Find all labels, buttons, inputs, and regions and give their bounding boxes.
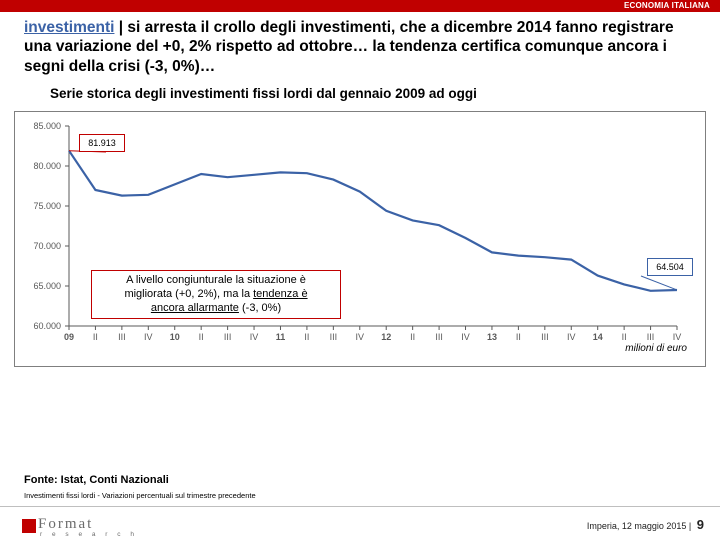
svg-text:III: III [647, 332, 655, 342]
svg-text:IV: IV [356, 332, 365, 342]
svg-text:III: III [330, 332, 338, 342]
source-text: Fonte: Istat, Conti Nazionali [24, 474, 169, 486]
svg-text:III: III [541, 332, 549, 342]
svg-text:III: III [224, 332, 232, 342]
logo: Format r e s e a r c h [22, 515, 138, 538]
svg-text:60.000: 60.000 [33, 321, 61, 331]
chart-subtitle: Serie storica degli investimenti fissi l… [0, 76, 720, 107]
headline: investimenti | si arresta il crollo degl… [0, 12, 720, 76]
line-chart: 60.000 65.000 70.000 75.000 80.000 85.000 09 II… [21, 120, 693, 360]
svg-text:65.000: 65.000 [33, 281, 61, 291]
svg-text:II: II [199, 332, 204, 342]
logo-sub: r e s e a r c h [40, 531, 138, 538]
svg-text:II: II [93, 332, 98, 342]
svg-text:IV: IV [144, 332, 153, 342]
callout-start-label: 81.913 [88, 138, 116, 148]
callout-end-label: 64.504 [656, 262, 684, 272]
svg-text:IV: IV [250, 332, 259, 342]
svg-text:75.000: 75.000 [33, 201, 61, 211]
footer-meta: Imperia, 12 maggio 2015 | 9 [587, 517, 704, 532]
svg-text:II: II [516, 332, 521, 342]
header-bar: ECONOMIA ITALIANA [0, 0, 720, 12]
svg-text:IV: IV [461, 332, 470, 342]
svg-text:85.000: 85.000 [33, 121, 61, 131]
chart-container: 60.000 65.000 70.000 75.000 80.000 85.000 09 II… [14, 111, 706, 367]
svg-text:10: 10 [170, 332, 180, 342]
svg-text:II: II [410, 332, 415, 342]
callout-end: 64.504 [647, 258, 693, 276]
footnote-text: Investimenti fissi lordi - Variazioni pe… [24, 491, 256, 500]
footer: Format r e s e a r c h Imperia, 12 maggi… [0, 506, 720, 540]
footer-place-date: Imperia, 12 maggio 2015 [587, 521, 687, 531]
svg-text:IV: IV [673, 332, 682, 342]
svg-text:III: III [118, 332, 126, 342]
svg-text:II: II [304, 332, 309, 342]
footer-sep: | [686, 521, 693, 531]
callout-annotation: A livello congiunturale la situazione èm… [91, 270, 341, 319]
svg-text:IV: IV [567, 332, 576, 342]
svg-text:09: 09 [64, 332, 74, 342]
svg-text:12: 12 [381, 332, 391, 342]
svg-text:80.000: 80.000 [33, 161, 61, 171]
chart-area: 60.000 65.000 70.000 75.000 80.000 85.000 09 II… [21, 120, 699, 360]
headline-lead: investimenti [24, 19, 114, 36]
headline-sep: | [114, 19, 127, 36]
logo-square-icon [22, 519, 36, 533]
page-number: 9 [697, 517, 704, 532]
svg-text:13: 13 [487, 332, 497, 342]
svg-text:14: 14 [593, 332, 603, 342]
header-tag: ECONOMIA ITALIANA [624, 0, 710, 12]
svg-text:III: III [435, 332, 443, 342]
callout-start: 81.913 [79, 134, 125, 152]
chart-units: milioni di euro [625, 343, 687, 354]
svg-text:11: 11 [276, 332, 286, 342]
svg-text:II: II [622, 332, 627, 342]
logo-main: Format [38, 516, 93, 532]
svg-text:70.000: 70.000 [33, 241, 61, 251]
